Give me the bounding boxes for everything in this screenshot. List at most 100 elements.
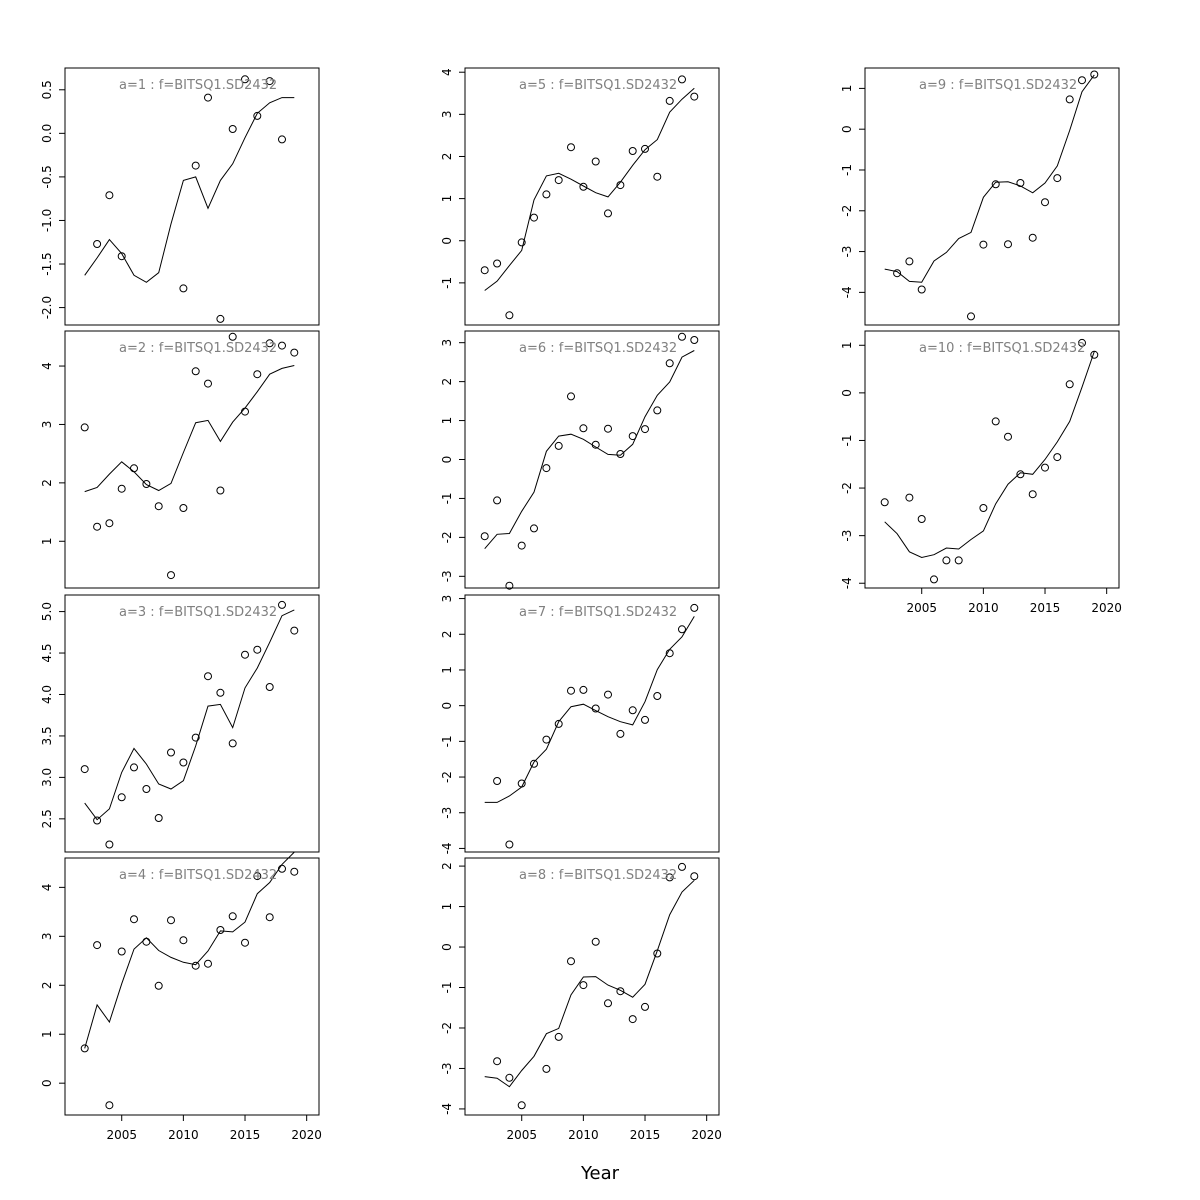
fitted-line [84,609,295,821]
plot-frame [64,594,320,853]
observed-point [1053,174,1062,183]
y-tick-label: 2 [40,479,54,487]
observed-point [1028,233,1037,242]
y-tick-label: 3 [40,933,54,941]
observed-point [93,941,102,950]
observed-point [591,440,600,449]
observed-point [80,765,89,774]
y-tick-label: -1.0 [40,209,54,232]
observed-point [290,867,299,876]
x-tick-label: 2015 [1030,601,1061,615]
y-tick-label: 3.0 [40,768,54,787]
observed-point [542,190,551,199]
observed-point [93,522,102,531]
observed-point [517,238,526,247]
panel-title: a=10 : f=BITSQ1.SD2432 [919,341,1085,356]
y-tick-label: -2 [440,531,454,543]
y-tick-label: -4 [440,842,454,854]
observed-point [653,692,662,700]
y-tick-label: 0 [440,702,454,710]
fitted-line [84,97,295,283]
panels-layer: -2.0 -1.5 -1.0 -0.5 0.0 0.5 a=1 : f=BITSQ1.SD2… [40,67,1122,1142]
y-tick-label: 4.5 [40,643,54,662]
observed-point [616,181,625,190]
x-tick-label: 2020 [691,1128,722,1142]
observed-point [604,690,612,699]
observed-point [167,916,175,925]
observed-point [228,912,237,921]
observed-point [480,266,489,275]
panel-9: -4 -3 -2 -1 0 1 a=9 : f=BITSQ1.SD2432 [840,67,1120,326]
observed-point [678,625,686,634]
fitted-line [84,851,295,1049]
y-tick-label: 0 [440,456,454,464]
y-tick-label: 3.5 [40,726,54,745]
y-tick-label: -3 [840,530,854,542]
y-tick-label: -0.5 [40,165,54,188]
y-tick-label: -3 [440,570,454,582]
observed-point [241,407,249,416]
x-tick-label: 2005 [906,601,937,615]
panel-1: -2.0 -1.5 -1.0 -0.5 0.0 0.5 a=1 : f=BITSQ1.SD2… [40,67,320,326]
y-tick-label: 0 [840,389,854,397]
fitted-line [484,879,695,1088]
observed-point [493,259,502,268]
y-tick-label: 5.0 [40,602,54,621]
observed-point [1041,198,1049,207]
x-axis-label: Year [580,1163,620,1184]
x-tick-label: 2020 [291,1128,322,1142]
observed-point [678,862,686,871]
observed-point [628,432,637,441]
observed-point [191,161,200,170]
panel-4: 0 1 2 3 4 2005 2010 2015 2020 a=4 : f=BITSQ1.SD24… [40,851,322,1142]
observed-point [530,524,538,533]
observed-point [690,92,699,101]
observed-point [154,502,163,511]
observed-point [505,1073,514,1082]
observed-point [616,987,625,996]
y-tick-label: -2.0 [40,296,54,319]
observed-point [579,981,588,990]
observed-point [641,425,649,434]
y-tick-label: -2 [840,482,854,494]
observed-point [905,493,914,502]
panel-3: 2.5 3.0 3.5 4.0 4.5 5.0 a=3 : f=BITSQ1.SD2432 [40,594,320,853]
observed-point [530,759,538,768]
observed-point [905,257,914,266]
y-tick-label: 1 [440,195,454,203]
observed-point [80,423,89,432]
y-tick-label: 1 [840,85,854,93]
y-tick-label: 3 [440,339,454,347]
y-tick-label: -2 [440,771,454,783]
y-tick-label: -4 [440,1103,454,1115]
observed-point [690,336,699,344]
observed-point [604,209,612,218]
plot-frame [464,67,720,326]
y-tick-label: 4 [440,68,454,76]
observed-point [1090,350,1099,359]
y-tick-label: 1 [40,1030,54,1038]
observed-point [265,683,274,691]
observed-point [893,269,902,278]
observed-point [1041,463,1049,472]
observed-point [80,1044,89,1053]
observed-point [517,541,526,550]
y-tick-label: 2 [440,153,454,161]
observed-point [493,1057,502,1066]
observed-point [117,484,126,493]
observed-point [93,240,102,248]
observed-point [154,814,163,822]
x-tick-label: 2005 [106,1128,137,1142]
panel-10: -4 -3 -2 -1 0 1 2005 2010 2015 2020 a=10 : f=BITSQ… [840,330,1122,615]
y-tick-label: 1 [40,537,54,545]
y-tick-label: -2 [840,205,854,217]
observed-point [653,406,662,415]
observed-point [567,686,575,695]
observed-point [979,504,988,512]
panel-title: a=7 : f=BITSQ1.SD2432 [519,605,677,620]
observed-point [505,840,514,849]
panel-2: 1 2 3 4 a=2 : f=BITSQ1.SD2432 [40,330,320,589]
observed-point [567,143,575,152]
observed-point [278,135,286,144]
